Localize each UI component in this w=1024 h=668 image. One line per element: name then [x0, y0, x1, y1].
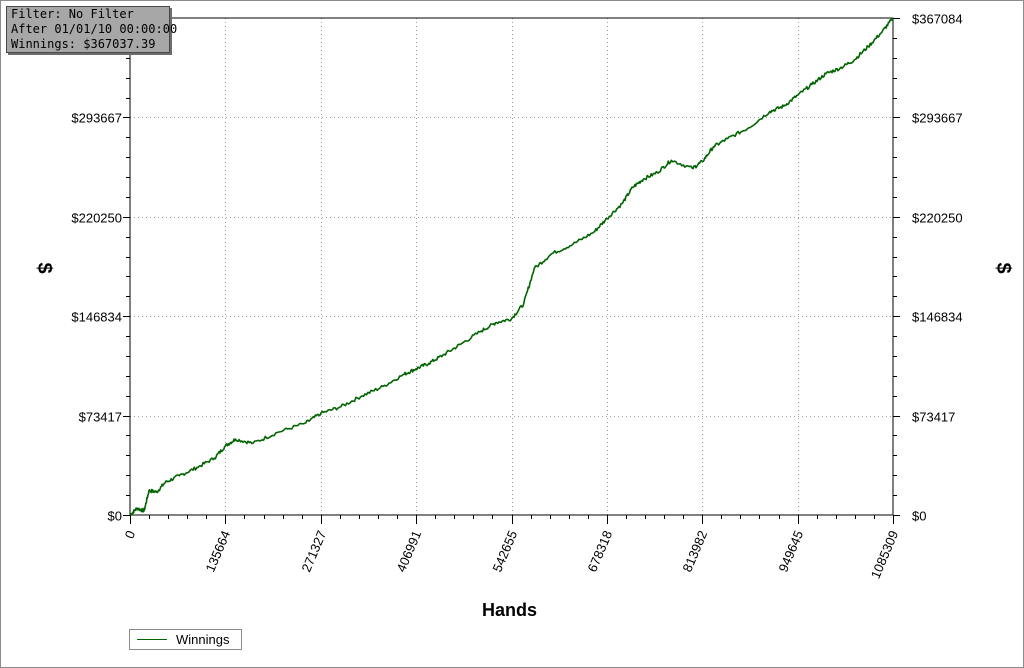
legend-label-winnings: Winnings [176, 632, 230, 647]
plot-area [129, 17, 894, 516]
x-tick-label: 271327 [298, 528, 329, 574]
x-tick-label: 542655 [489, 528, 520, 574]
grid-layer [130, 18, 893, 515]
axes-layer [123, 17, 900, 524]
legend: Winnings [129, 629, 242, 650]
y-tick-label-right: $220250 [912, 211, 963, 226]
x-tick-label: 135664 [202, 528, 233, 574]
filter-text: Filter: No Filter [11, 7, 134, 21]
y-tick-label-right: $293667 [912, 111, 963, 126]
x-tick-label: 813982 [679, 528, 710, 574]
y-tick-label-left: $146834 [71, 310, 122, 325]
winnings-total-text: Winnings: $367037.39 [11, 37, 156, 51]
y-tick-label-right: $73417 [912, 410, 955, 425]
date-filter-text: After 01/01/10 00:00:00 [11, 22, 178, 36]
y-tick-label-left: $73417 [79, 410, 122, 425]
x-tick-label: 0 [122, 528, 139, 541]
y-axis-label-right: $ [992, 262, 1014, 273]
series-line-winnings [129, 17, 894, 516]
y-tick-label-left: $220250 [71, 211, 122, 226]
y-axis-label-left: $ [33, 262, 55, 273]
x-tick-label: 406991 [393, 528, 424, 574]
series-layer [129, 17, 894, 516]
x-axis-label: Hands [482, 600, 537, 620]
y-tick-label-left: $0 [108, 509, 122, 524]
x-tick-label: 949645 [775, 528, 806, 574]
y-tick-label-right: $367084 [912, 12, 963, 27]
x-tick-label: 1085309 [868, 528, 902, 580]
y-tick-label-right: $0 [912, 509, 926, 524]
y-tick-label-left: $293667 [71, 111, 122, 126]
labels-layer: 0 135664 271327 406991 542655 678318 813982 949… [33, 12, 1014, 621]
filter-info-box: Filter: No Filter After 01/01/10 00:00:0… [6, 6, 178, 53]
legend-swatch-winnings [137, 639, 167, 640]
x-tick-label: 678318 [584, 528, 615, 574]
y-tick-label-right: $146834 [912, 310, 963, 325]
